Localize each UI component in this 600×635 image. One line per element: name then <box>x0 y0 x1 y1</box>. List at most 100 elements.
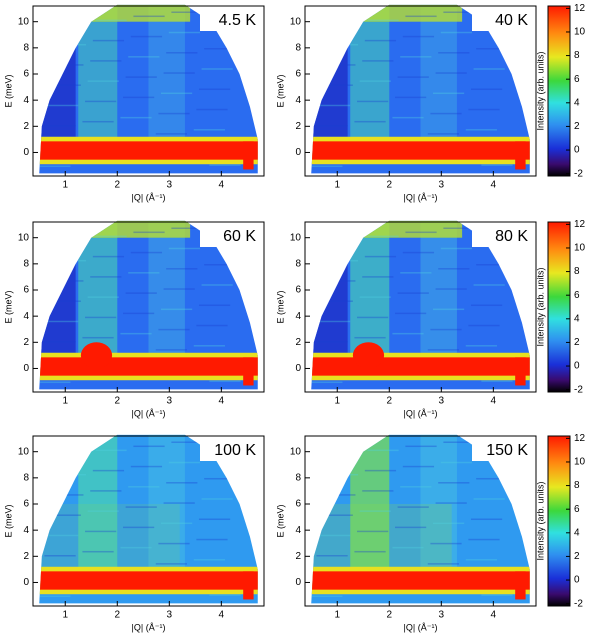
streak <box>397 76 429 78</box>
streak <box>160 92 193 95</box>
title-bg <box>472 439 532 461</box>
y-tick-label: 10 <box>18 16 30 27</box>
streak <box>357 530 389 533</box>
streak <box>160 522 193 525</box>
streak <box>427 349 459 351</box>
streak <box>95 235 127 238</box>
streak <box>354 336 386 339</box>
streak <box>163 502 195 504</box>
streak <box>321 300 353 302</box>
title-bg <box>200 439 260 461</box>
x-axis-label: |Q| (Å⁻¹) <box>404 408 438 418</box>
streak <box>468 108 500 111</box>
x-tick-label: 4 <box>219 610 225 621</box>
streak <box>357 100 389 103</box>
y-tick-label: 4 <box>23 95 29 106</box>
streak <box>435 288 467 290</box>
panel-title: 4.5 K <box>219 12 257 29</box>
streak <box>193 129 225 131</box>
streak <box>476 263 508 266</box>
colorbar-tick-label: 2 <box>574 337 580 348</box>
streak <box>395 96 427 99</box>
streak <box>321 84 353 86</box>
colorbar-tick-label: -2 <box>574 598 583 609</box>
panel-title: 80 K <box>495 228 528 245</box>
x-tick-label: 3 <box>167 610 173 621</box>
streak <box>82 336 114 339</box>
streak <box>481 380 513 382</box>
streak <box>395 312 427 315</box>
streak <box>39 595 71 598</box>
y-tick-label: 10 <box>290 446 302 457</box>
streak <box>87 510 119 512</box>
y-tick-label: 8 <box>295 258 301 269</box>
x-tick-label: 2 <box>115 396 121 407</box>
streak <box>44 341 76 343</box>
x-tick-label: 3 <box>439 396 445 407</box>
streak <box>201 68 233 70</box>
streak <box>438 52 470 54</box>
colorbar-tick-label: 2 <box>574 121 580 132</box>
streak <box>204 47 236 50</box>
colorbar-tick-label: -2 <box>574 168 583 179</box>
notch <box>243 357 254 386</box>
streak <box>120 332 152 335</box>
y-axis-label: E (meV) <box>3 504 13 537</box>
streak <box>473 284 505 286</box>
streak <box>128 272 160 274</box>
streak <box>400 486 432 488</box>
panel-title: 40 K <box>495 12 528 29</box>
colorbar-tick-label: 0 <box>574 145 580 156</box>
streak <box>316 125 348 127</box>
streak <box>130 465 163 468</box>
streak <box>163 288 195 290</box>
stripe2 <box>148 434 185 583</box>
colorbar-tick-label: 4 <box>574 97 580 108</box>
stripe2 <box>420 434 457 583</box>
streak <box>125 506 157 508</box>
streak <box>168 31 201 34</box>
streak <box>171 227 203 229</box>
streak <box>123 526 155 529</box>
streak <box>470 304 503 307</box>
top-band <box>91 220 191 238</box>
y-tick-label: 10 <box>290 232 302 243</box>
x-tick-label: 1 <box>334 180 340 191</box>
frame <box>32 221 265 393</box>
title-bg <box>200 9 260 31</box>
x-tick-label: 2 <box>115 180 121 191</box>
elastic-band <box>311 141 530 160</box>
y-axis-label: E (meV) <box>275 290 285 323</box>
streak <box>128 486 160 488</box>
streak <box>311 381 343 384</box>
y-tick-label: 2 <box>23 337 29 348</box>
streak <box>435 502 467 504</box>
inelastic <box>39 504 180 572</box>
streak <box>171 441 203 443</box>
streak <box>481 594 513 596</box>
peak <box>80 342 113 369</box>
y-tick-label: 6 <box>23 69 29 80</box>
streak <box>311 165 343 168</box>
streak <box>95 449 127 452</box>
y-tick-label: 2 <box>295 337 301 348</box>
colorbar-label: Intensity (arb. units) <box>535 51 545 130</box>
streak <box>435 72 467 74</box>
notch <box>515 141 526 170</box>
streak <box>193 559 225 561</box>
streak <box>402 465 435 468</box>
streak <box>397 292 429 294</box>
streak <box>405 445 437 448</box>
streak <box>367 449 399 452</box>
streak <box>427 563 459 565</box>
y-tick-label: 8 <box>23 258 29 269</box>
streak <box>166 268 198 270</box>
x-tick-label: 2 <box>387 396 393 407</box>
streak <box>52 64 84 66</box>
streak <box>125 76 157 78</box>
colorbar-label: Intensity (arb. units) <box>535 481 545 560</box>
elastic-band <box>311 357 530 376</box>
streak <box>367 235 399 238</box>
